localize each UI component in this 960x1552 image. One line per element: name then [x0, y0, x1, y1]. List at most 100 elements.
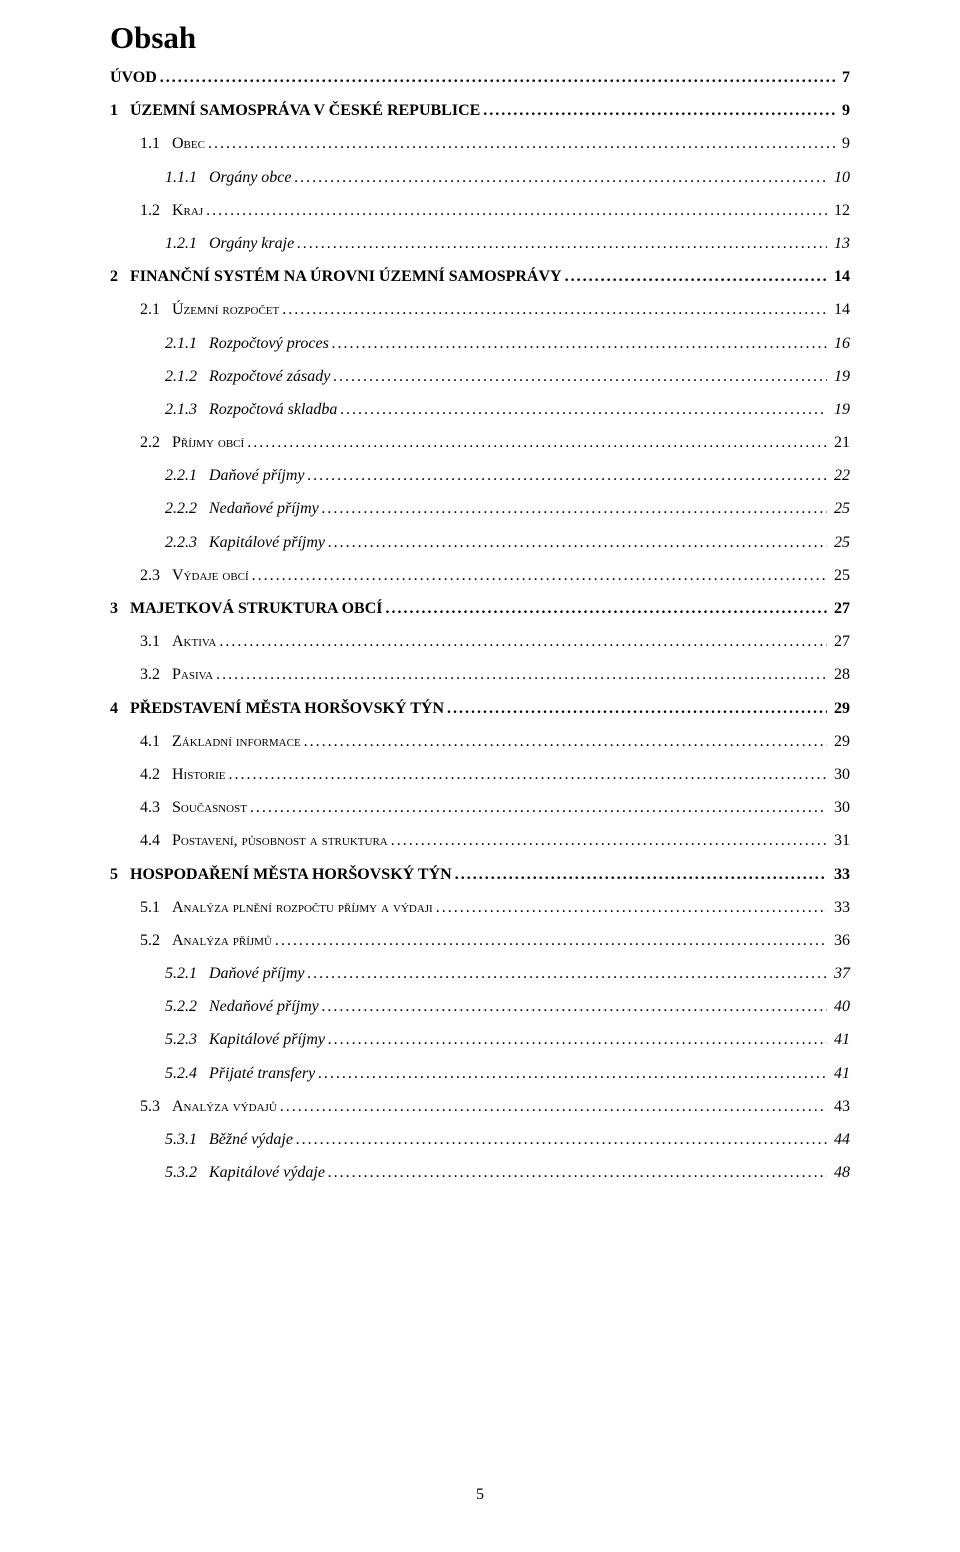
toc-entry[interactable]: 5.1 Analýza plnění rozpočtu příjmy a výd…	[110, 898, 850, 917]
toc-entry-label: Základní informace	[172, 732, 301, 751]
toc-entry-separator	[118, 599, 130, 618]
toc-entry-separator	[197, 533, 209, 552]
page: Obsah ÚVOD 71 ÚZEMNÍ SAMOSPRÁVA V ČESKÉ …	[0, 0, 960, 1552]
toc-leader-dots	[308, 466, 827, 485]
toc-list: ÚVOD 7 1 ÚZEMNÍ SAMOSPRÁVA V ČESKÉ REPUBL…	[110, 68, 850, 1182]
toc-entry-label: Kraj	[172, 201, 203, 220]
toc-entry-page: 25	[830, 499, 850, 518]
toc-entry-label: MAJETKOVÁ STRUKTURA OBCÍ	[130, 599, 382, 618]
toc-entry-number: 4.4	[140, 831, 160, 850]
toc-entry-number: 5	[110, 865, 118, 884]
toc-entry-number: 2.1.2	[165, 367, 197, 386]
toc-entry-number: 5.2.3	[165, 1030, 197, 1049]
toc-leader-dots	[219, 632, 827, 651]
toc-leader-dots	[322, 997, 827, 1016]
toc-entry[interactable]: 2.1 Územní rozpočet 14	[110, 300, 850, 319]
toc-entry-label: Výdaje obcí	[172, 566, 249, 585]
toc-entry[interactable]: 2.2.2 Nedaňové příjmy 25	[110, 499, 850, 518]
toc-entry-page: 14	[830, 300, 850, 319]
toc-entry-separator	[197, 1130, 209, 1149]
toc-leader-dots	[297, 234, 827, 253]
toc-leader-dots	[280, 1097, 827, 1116]
toc-leader-dots	[455, 865, 827, 884]
toc-entry[interactable]: 1 ÚZEMNÍ SAMOSPRÁVA V ČESKÉ REPUBLICE 9	[110, 101, 850, 120]
toc-entry[interactable]: 5.3.2 Kapitálové výdaje 48	[110, 1163, 850, 1182]
toc-entry-separator	[197, 1030, 209, 1049]
toc-entry[interactable]: 2.1.1 Rozpočtový proces 16	[110, 334, 850, 353]
toc-entry-number: 1	[110, 101, 118, 120]
toc-entry[interactable]: 5.2.1 Daňové příjmy 37	[110, 964, 850, 983]
toc-leader-dots	[436, 898, 827, 917]
toc-entry[interactable]: ÚVOD 7	[110, 68, 850, 87]
toc-entry-label: Kapitálové příjmy	[209, 1030, 325, 1049]
toc-entry[interactable]: 5.2.4 Přijaté transfery 41	[110, 1064, 850, 1083]
toc-entry[interactable]: 3.1 Aktiva 27	[110, 632, 850, 651]
toc-entry-number: 4.1	[140, 732, 160, 751]
toc-entry[interactable]: 5.2.2 Nedaňové příjmy 40	[110, 997, 850, 1016]
toc-entry[interactable]: 5.2 Analýza příjmů 36	[110, 931, 850, 950]
toc-entry-label: Pasiva	[172, 665, 213, 684]
toc-entry-number: 1.1.1	[165, 168, 197, 187]
toc-entry[interactable]: 2.2 Příjmy obcí 21	[110, 433, 850, 452]
toc-entry[interactable]: 5 HOSPODAŘENÍ MĚSTA HORŠOVSKÝ TÝN 33	[110, 865, 850, 884]
toc-entry-separator	[160, 831, 172, 850]
toc-entry-number: 4.2	[140, 765, 160, 784]
toc-entry[interactable]: 2.2.3 Kapitálové příjmy 25	[110, 533, 850, 552]
toc-entry[interactable]: 1.2 Kraj 12	[110, 201, 850, 220]
toc-entry[interactable]: 4.2 Historie 30	[110, 765, 850, 784]
toc-entry-label: Běžné výdaje	[209, 1130, 293, 1149]
toc-entry[interactable]: 5.3.1 Běžné výdaje 44	[110, 1130, 850, 1149]
toc-entry[interactable]: 3.2 Pasiva 28	[110, 665, 850, 684]
toc-entry-page: 12	[830, 201, 850, 220]
toc-leader-dots	[328, 1163, 827, 1182]
toc-entry-page: 14	[830, 267, 850, 286]
toc-entry[interactable]: 2 FINANČNÍ SYSTÉM NA ÚROVNI ÚZEMNÍ SAMOS…	[110, 267, 850, 286]
toc-entry[interactable]: 2.1.2 Rozpočtové zásady 19	[110, 367, 850, 386]
toc-entry-page: 30	[830, 765, 850, 784]
toc-entry[interactable]: 4.3 Současnost 30	[110, 798, 850, 817]
toc-entry-separator	[197, 400, 209, 419]
toc-leader-dots	[206, 201, 827, 220]
toc-entry[interactable]: 1.1 Obec 9	[110, 134, 850, 153]
toc-entry-page: 27	[830, 632, 850, 651]
toc-entry-label: ÚVOD	[110, 68, 157, 87]
toc-entry[interactable]: 2.1.3 Rozpočtová skladba 19	[110, 400, 850, 419]
toc-entry[interactable]: 5.3 Analýza výdajů 43	[110, 1097, 850, 1116]
toc-entry[interactable]: 2.3 Výdaje obcí 25	[110, 566, 850, 585]
toc-leader-dots	[296, 1130, 827, 1149]
toc-entry-page: 37	[830, 964, 850, 983]
toc-entry-page: 29	[830, 699, 850, 718]
toc-entry-label: ÚZEMNÍ SAMOSPRÁVA V ČESKÉ REPUBLICE	[130, 101, 480, 120]
toc-entry-separator	[160, 765, 172, 784]
toc-entry[interactable]: 1.1.1 Orgány obce 10	[110, 168, 850, 187]
toc-entry-page: 30	[830, 798, 850, 817]
toc-entry-number: 2.2.1	[165, 466, 197, 485]
toc-entry-number: 3.2	[140, 665, 160, 684]
toc-entry-label: Rozpočtová skladba	[209, 400, 337, 419]
toc-entry-page: 44	[830, 1130, 850, 1149]
toc-entry-separator	[160, 798, 172, 817]
toc-entry-number: 5.1	[140, 898, 160, 917]
toc-leader-dots	[216, 665, 827, 684]
toc-entry[interactable]: 5.2.3 Kapitálové příjmy 41	[110, 1030, 850, 1049]
toc-leader-dots	[282, 300, 827, 319]
toc-entry[interactable]: 4 PŘEDSTAVENÍ MĚSTA HORŠOVSKÝ TÝN 29	[110, 699, 850, 718]
toc-entry[interactable]: 3 MAJETKOVÁ STRUKTURA OBCÍ 27	[110, 599, 850, 618]
toc-entry[interactable]: 4.1 Základní informace 29	[110, 732, 850, 751]
toc-entry-separator	[160, 433, 172, 452]
toc-leader-dots	[385, 599, 827, 618]
toc-entry-label: Aktiva	[172, 632, 216, 651]
toc-entry[interactable]: 4.4 Postavení, působnost a struktura 31	[110, 831, 850, 850]
toc-entry-separator	[118, 865, 130, 884]
toc-entry-page: 29	[830, 732, 850, 751]
toc-leader-dots	[295, 168, 828, 187]
toc-entry-label: Analýza příjmů	[172, 931, 272, 950]
toc-entry-label: Kapitálové výdaje	[209, 1163, 325, 1182]
toc-entry[interactable]: 2.2.1 Daňové příjmy 22	[110, 466, 850, 485]
toc-entry-page: 28	[830, 665, 850, 684]
toc-entry[interactable]: 1.2.1 Orgány kraje 13	[110, 234, 850, 253]
toc-entry-separator	[160, 566, 172, 585]
toc-entry-page: 13	[830, 234, 850, 253]
toc-entry-label: Současnost	[172, 798, 247, 817]
toc-entry-number: 2.3	[140, 566, 160, 585]
